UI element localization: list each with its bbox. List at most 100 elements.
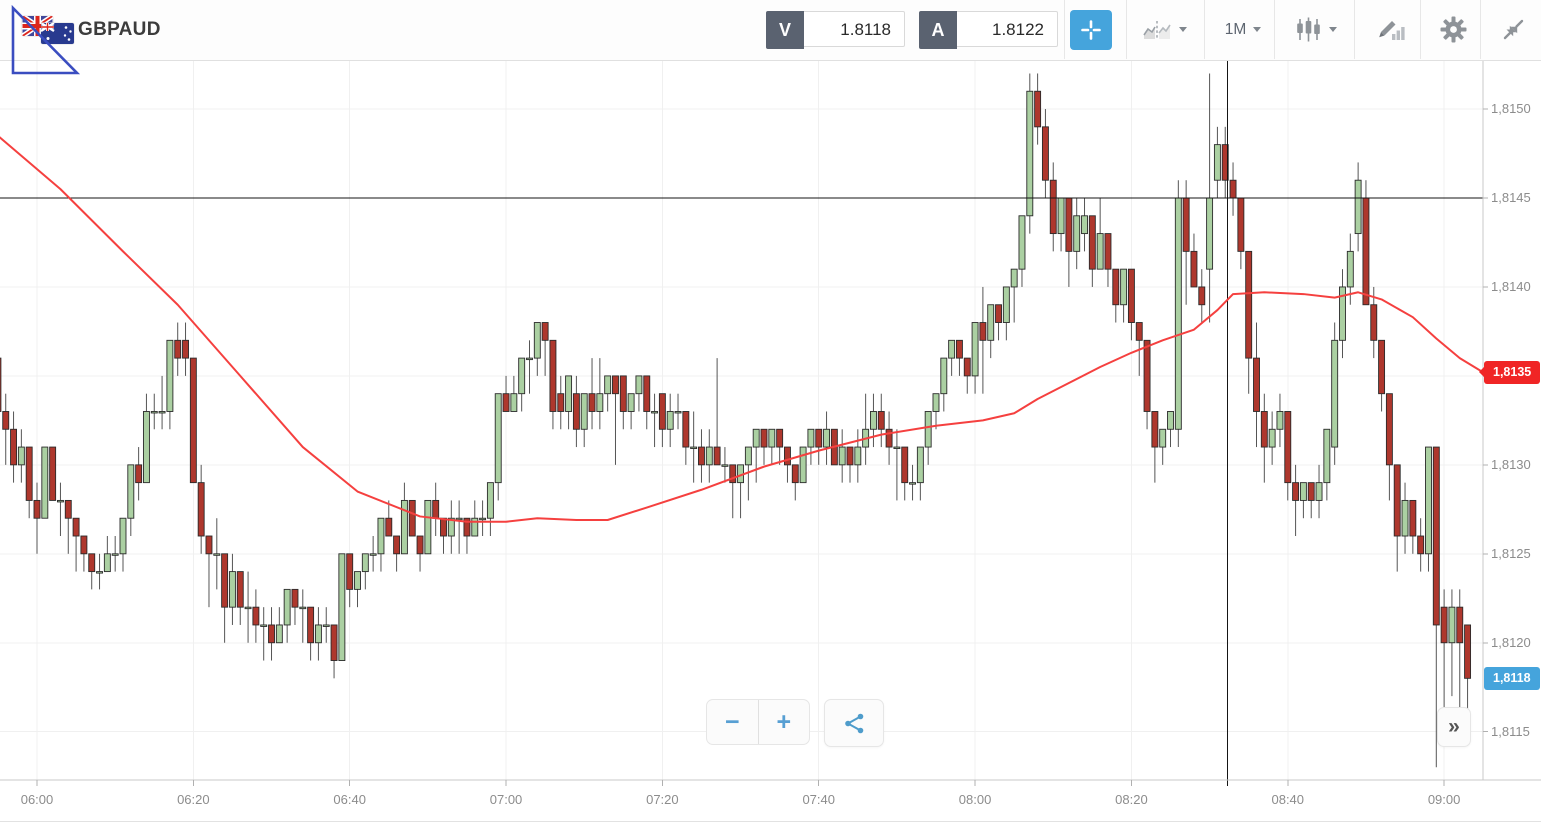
candle-down	[877, 411, 885, 430]
symbol-title: GBPAUD	[78, 19, 161, 40]
collapse-icon	[1503, 19, 1523, 40]
time-axis[interactable]	[0, 780, 1541, 822]
candle-down	[416, 535, 424, 555]
x-axis-label: 06:00	[20, 792, 54, 807]
chevron-down-icon	[1329, 27, 1337, 32]
candle-up	[690, 446, 698, 450]
candle-up	[909, 482, 916, 485]
candle-up	[580, 393, 588, 430]
candle-up	[533, 322, 541, 359]
plus-icon: +	[776, 707, 792, 736]
last-price-badge: 1,8118	[1484, 666, 1540, 690]
toolbar: GBPAUD V 1.8118 A 1.8122	[0, 0, 1541, 61]
candle-down	[1041, 126, 1049, 181]
double-chevron-right-icon: »	[1448, 715, 1460, 738]
zoom-out-button[interactable]: −	[707, 700, 759, 744]
x-axis-label: 07:40	[802, 792, 835, 807]
compare-chart-button[interactable]	[1132, 0, 1196, 59]
candle-down	[1362, 197, 1370, 306]
candle-down	[619, 375, 627, 412]
candle-up	[166, 339, 174, 412]
candle-down	[1112, 268, 1120, 306]
settings-button[interactable]	[1428, 0, 1478, 59]
candle-up	[565, 375, 573, 412]
candle-down	[815, 428, 823, 448]
scroll-right-button[interactable]: »	[1437, 707, 1471, 747]
candle-up	[1018, 215, 1026, 270]
candle-down	[1253, 357, 1260, 412]
candlestick-type-icon	[1297, 17, 1320, 42]
candle-up	[158, 411, 166, 414]
timeframe-label: 1M	[1224, 20, 1247, 38]
toolbar-divider	[1480, 0, 1481, 59]
x-axis-label: 07:00	[489, 792, 523, 807]
candle-down	[995, 304, 1002, 323]
candle-down	[197, 482, 205, 537]
candle-down	[682, 411, 690, 448]
candle-down	[64, 499, 72, 519]
crosshair-icon	[1081, 20, 1101, 40]
candle-up	[150, 411, 158, 414]
toolbar-divider	[1204, 0, 1205, 59]
chart-canvas[interactable]	[0, 60, 1541, 825]
candle-up	[1120, 268, 1128, 306]
sell-quote-button[interactable]: V 1.8118	[766, 11, 905, 49]
candle-up	[674, 411, 682, 414]
collapse-chart-button[interactable]	[1490, 0, 1536, 59]
candle-down	[221, 553, 229, 608]
candle-up	[377, 517, 385, 555]
candle-up	[651, 411, 659, 414]
bottom-divider	[0, 821, 1541, 822]
buy-quote-button[interactable]: A 1.8122	[919, 11, 1058, 49]
candle-down	[1440, 606, 1448, 644]
candle-up	[127, 464, 135, 519]
candle-down	[901, 446, 909, 484]
candle-up	[1213, 144, 1221, 181]
candle-up	[1073, 215, 1081, 252]
candle-up	[705, 446, 713, 466]
candle-down	[268, 624, 275, 644]
candle-down	[1432, 446, 1440, 626]
candle-up	[932, 393, 940, 412]
chart-type-button[interactable]	[1284, 0, 1348, 59]
candle-down	[791, 464, 799, 484]
candle-up	[823, 428, 830, 448]
candle-up	[424, 499, 432, 555]
zoom-in-button[interactable]: +	[759, 700, 810, 744]
candle-up	[1096, 233, 1104, 270]
buy-price: 1.8122	[957, 11, 1058, 47]
y-axis-label: 1,8130	[1491, 456, 1531, 472]
settings-gear-icon	[1440, 16, 1466, 43]
crosshair-button[interactable]	[1070, 10, 1112, 50]
candle-up	[96, 571, 103, 574]
candle-up	[361, 553, 369, 573]
candle-down	[291, 588, 299, 608]
candle-up	[1057, 197, 1065, 235]
candle-up	[228, 571, 236, 608]
candle-down	[776, 428, 784, 448]
timeframe-button[interactable]: 1M	[1212, 0, 1274, 59]
candle-up	[1174, 197, 1182, 430]
candle-up	[870, 411, 877, 430]
candle-up	[744, 446, 752, 466]
y-axis-label: 1,8115	[1491, 723, 1530, 739]
draw-indicator-button[interactable]	[1364, 0, 1418, 59]
candle-down	[1229, 179, 1237, 199]
candle-down	[643, 375, 651, 412]
candle-down	[1104, 233, 1112, 270]
y-axis-label: 1,8125	[1491, 545, 1531, 561]
candle-down	[1065, 197, 1073, 252]
candle-down	[2, 411, 10, 430]
toolbar-divider	[1064, 0, 1065, 59]
candle-up	[1331, 339, 1339, 448]
minus-icon: −	[724, 707, 740, 736]
sell-price: 1.8118	[804, 11, 905, 47]
candle-up	[948, 339, 956, 359]
candle-up	[1276, 411, 1284, 430]
y-axis-label: 1,8150	[1491, 101, 1531, 117]
candle-down	[1151, 411, 1159, 448]
share-button[interactable]	[824, 699, 884, 747]
candle-down	[1088, 215, 1096, 270]
candle-up	[627, 393, 635, 412]
